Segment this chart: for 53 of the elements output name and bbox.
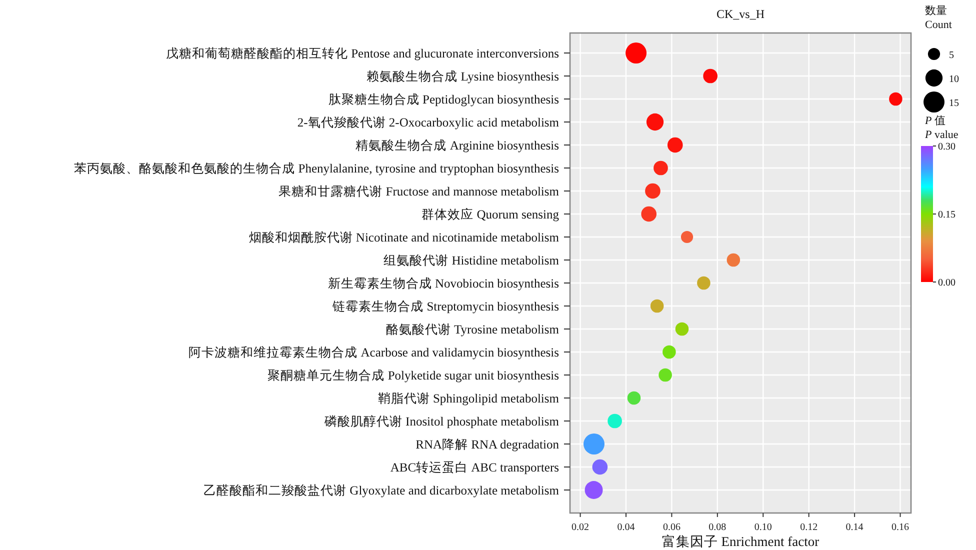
x-tick-label: 0.08 — [708, 522, 726, 533]
point — [675, 322, 689, 336]
y-tick-label: 鞘脂代谢 Sphingolipid metabolism — [378, 392, 560, 406]
y-tick-label: 苯丙氨酸、酪氨酸和色氨酸的生物合成 Phenylalanine, tyrosine and tryptophan biosynthesis — [74, 162, 560, 176]
point — [645, 183, 660, 199]
point — [627, 391, 641, 405]
y-tick-label: 乙醛酸酯和二羧酸盐代谢 Glyoxylate and dicarboxylate metabolism — [204, 484, 560, 498]
point — [703, 68, 718, 84]
y-tick-label: 磷酸肌醇代谢 Inositol phosphate metabolism — [323, 414, 560, 428]
y-tick-label: 阿卡波糖和维拉霉素生物合成 Acarbose and validamycin biosynthesis — [188, 346, 560, 360]
y-tick-label: 赖氨酸生物合成 Lysine biosynthesis — [366, 70, 560, 84]
color-bar-label: 0.30 — [938, 142, 956, 152]
point — [592, 459, 608, 475]
x-tick-label: 0.12 — [800, 522, 818, 533]
y-tick-label: ABC转运蛋白 ABC transporters — [390, 460, 560, 474]
x-tick-label: 0.14 — [846, 522, 864, 533]
y-tick-label: 烟酸和烟酰胺代谢 Nicotinate and nicotinamide metabolism — [248, 230, 560, 244]
y-tick-label: 群体效应 Quorum sensing — [422, 206, 560, 222]
point — [654, 160, 668, 176]
y-tick-label: 2-氧代羧酸代谢 2-Oxocarboxylic acid metabolism — [297, 116, 560, 130]
legend-label: 10 — [949, 74, 959, 85]
point — [608, 414, 622, 428]
x-tick-label: 0.16 — [892, 522, 910, 533]
y-tick-label: 精氨酸生物合成 Arginine biosynthesis — [356, 138, 560, 152]
color-bar-label: 0.00 — [938, 278, 956, 288]
legend-label: 15 — [949, 98, 959, 109]
color-bar-title: P 值 P value — [924, 115, 958, 141]
point — [726, 253, 740, 267]
y-tick-label: 聚酮糖单元生物合成 Polyketide sugar unit biosynthesis — [268, 368, 560, 382]
y-tick-label: 戊糖和葡萄糖醛酸酯的相互转化 Pentose and glucuronate interconversions — [166, 46, 560, 60]
point — [697, 276, 710, 290]
point — [889, 92, 902, 106]
y-tick-label: 肽聚糖生物合成 Peptidoglycan biosynthesis — [328, 92, 560, 106]
x-tick-label: 0.04 — [617, 522, 635, 533]
point — [658, 368, 672, 382]
point — [641, 206, 657, 222]
y-tick-label: 组氨酸代谢 Histidine metabolism — [384, 254, 560, 268]
x-tick-label: 0.02 — [572, 522, 590, 533]
color-bar-label: 0.15 — [938, 210, 956, 220]
y-tick-label: 新生霉素生物合成 Novobiocin biosynthesis — [328, 276, 560, 290]
x-tick-label: 0.06 — [662, 522, 680, 533]
chart-title: CK_vs_H — [716, 7, 765, 21]
point — [662, 345, 676, 359]
point — [667, 137, 683, 153]
y-tick-label: RNA降解 RNA degradation — [416, 438, 560, 452]
legend-title: 数量 Count — [925, 5, 952, 31]
x-axis-title: 富集因子 Enrichment factor — [662, 534, 820, 549]
x-tick-label: 0.10 — [754, 522, 772, 533]
y-tick-label: 酪氨酸代谢 Tyrosine metabolism — [386, 322, 560, 336]
legend-label: 5 — [949, 50, 954, 61]
point — [650, 299, 664, 313]
y-tick-label: 果糖和甘露糖代谢 Fructose and mannose metabolism — [278, 184, 560, 198]
y-tick-label: 链霉素生物合成 Streptomycin biosynthesis — [332, 300, 560, 314]
